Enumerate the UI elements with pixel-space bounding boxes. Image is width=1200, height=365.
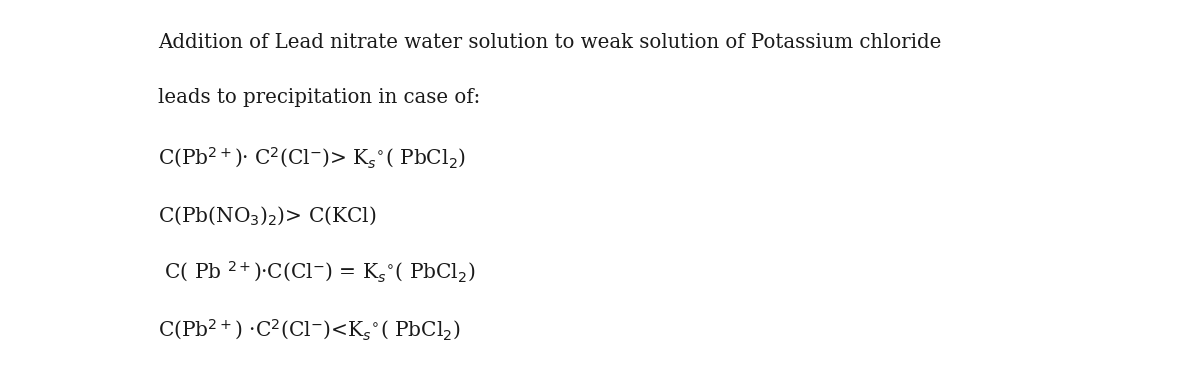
Text: Addition of Lead nitrate water solution to weak solution of Potassium chloride: Addition of Lead nitrate water solution … bbox=[158, 33, 942, 52]
Text: leads to precipitation in case of:: leads to precipitation in case of: bbox=[158, 88, 481, 107]
Text: C( Pb $^{2+}$)·C(Cl$^{-}$) = K$_{s}$$^{\circ}$( PbCl$_{2}$): C( Pb $^{2+}$)·C(Cl$^{-}$) = K$_{s}$$^{\… bbox=[158, 259, 475, 284]
Text: C(Pb$^{2+}$) ·C$^{2}$(Cl$^{-}$)<K$_{s}$$^{\circ}$( PbCl$_{2}$): C(Pb$^{2+}$) ·C$^{2}$(Cl$^{-}$)<K$_{s}$$… bbox=[158, 318, 461, 342]
Text: C(Pb$^{2+}$)· C$^{2}$(Cl$^{-}$)> K$_{s}$$^{\circ}$( PbCl$_{2}$): C(Pb$^{2+}$)· C$^{2}$(Cl$^{-}$)> K$_{s}$… bbox=[158, 146, 466, 170]
Text: C(Pb(NO$_{3}$)$_{2}$)> C(KCl): C(Pb(NO$_{3}$)$_{2}$)> C(KCl) bbox=[158, 204, 377, 227]
